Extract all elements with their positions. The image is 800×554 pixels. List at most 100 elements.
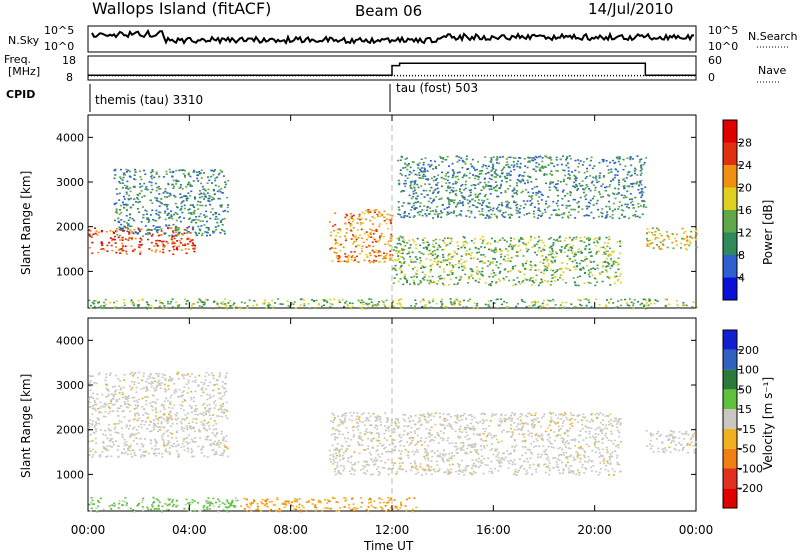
echo-cell [199, 229, 202, 232]
echo-cell [546, 260, 549, 263]
echo-cell [179, 209, 182, 211]
echo-cell [535, 243, 538, 246]
echo-cell [103, 403, 106, 405]
echo-cell [114, 306, 117, 308]
echo-cell [584, 258, 587, 261]
echo-cell [119, 380, 122, 382]
echo-cell [412, 420, 415, 422]
echo-cell [518, 239, 521, 241]
echo-cell [691, 306, 694, 308]
echo-cell [170, 300, 173, 303]
echo-cell [115, 389, 117, 392]
echo-cell [686, 240, 688, 242]
echo-cell [120, 211, 123, 214]
echo-cell [606, 299, 608, 301]
echo-cell [163, 413, 166, 416]
echo-cell [157, 448, 160, 450]
echo-cell [205, 388, 208, 390]
echo-cell [494, 282, 497, 285]
echo-cell [537, 269, 540, 271]
echo-cell [360, 299, 363, 301]
echo-cell [465, 174, 468, 177]
echo-cell [512, 189, 515, 191]
echo-cell [531, 279, 534, 282]
echo-cell [539, 306, 542, 308]
echo-cell [569, 465, 572, 467]
echo-cell [222, 438, 225, 441]
echo-cell [216, 433, 218, 435]
echo-cell [602, 253, 605, 256]
echo-cell [574, 284, 577, 286]
echo-cell [205, 215, 208, 218]
echo-cell [467, 282, 469, 284]
echo-cell [344, 223, 347, 225]
echo-cell [216, 218, 219, 220]
echo-cell [117, 378, 120, 380]
echo-cell [272, 306, 275, 309]
echo-cell [618, 205, 621, 208]
echo-cell [509, 260, 512, 262]
echo-cell [376, 449, 379, 451]
echo-cell [129, 190, 132, 193]
echo-cell [570, 414, 573, 416]
echo-cell [575, 177, 577, 180]
echo-cell [480, 260, 483, 262]
echo-cell [515, 209, 518, 212]
echo-cell [343, 412, 346, 415]
echo-cell [461, 159, 464, 162]
echo-cell [215, 428, 218, 430]
echo-cell [598, 440, 600, 443]
echo-cell [142, 451, 145, 453]
echo-cell [366, 304, 369, 306]
echo-cell [382, 235, 385, 238]
echo-cell [589, 175, 592, 177]
echo-cell [354, 259, 356, 261]
echo-cell [116, 449, 119, 451]
echo-cell [563, 239, 566, 242]
echo-cell [488, 263, 491, 266]
echo-cell [165, 307, 168, 309]
echo-cell [599, 462, 602, 464]
echo-cell [484, 282, 487, 284]
echo-cell [409, 166, 412, 169]
echo-cell [435, 257, 438, 260]
echo-cell [526, 200, 529, 202]
echo-cell [208, 195, 211, 197]
echo-cell [219, 190, 222, 193]
echo-cell [392, 305, 395, 308]
echo-cell [432, 179, 435, 182]
echo-cell [476, 258, 479, 260]
echo-cell [220, 220, 223, 223]
echo-cell [491, 163, 494, 166]
echo-cell [369, 262, 372, 264]
echo-cell [403, 190, 405, 192]
echo-cell [516, 255, 519, 257]
echo-cell [401, 205, 404, 207]
echo-cell [222, 175, 225, 177]
echo-cell [450, 240, 453, 243]
echo-cell [597, 433, 600, 436]
echo-cell [467, 300, 470, 302]
echo-cell [366, 302, 369, 305]
echo-cell [460, 157, 463, 159]
echo-cell [127, 449, 130, 451]
echo-cell [508, 172, 510, 175]
echo-cell [415, 303, 418, 305]
echo-cell [545, 173, 548, 176]
echo-cell [541, 160, 544, 163]
echo-cell [440, 216, 443, 219]
echo-cell [358, 437, 360, 440]
echo-cell [168, 234, 171, 237]
echo-cell [459, 213, 462, 215]
echo-cell [590, 182, 593, 184]
echo-cell [370, 236, 372, 238]
echo-cell [479, 192, 482, 195]
echo-cell [209, 195, 212, 198]
echo-cell [504, 191, 507, 193]
echo-cell [454, 193, 457, 195]
echo-cell [154, 197, 157, 199]
echo-cell [531, 264, 534, 267]
echo-cell [606, 165, 609, 167]
echo-cell [197, 385, 200, 387]
echo-cell [547, 299, 550, 302]
